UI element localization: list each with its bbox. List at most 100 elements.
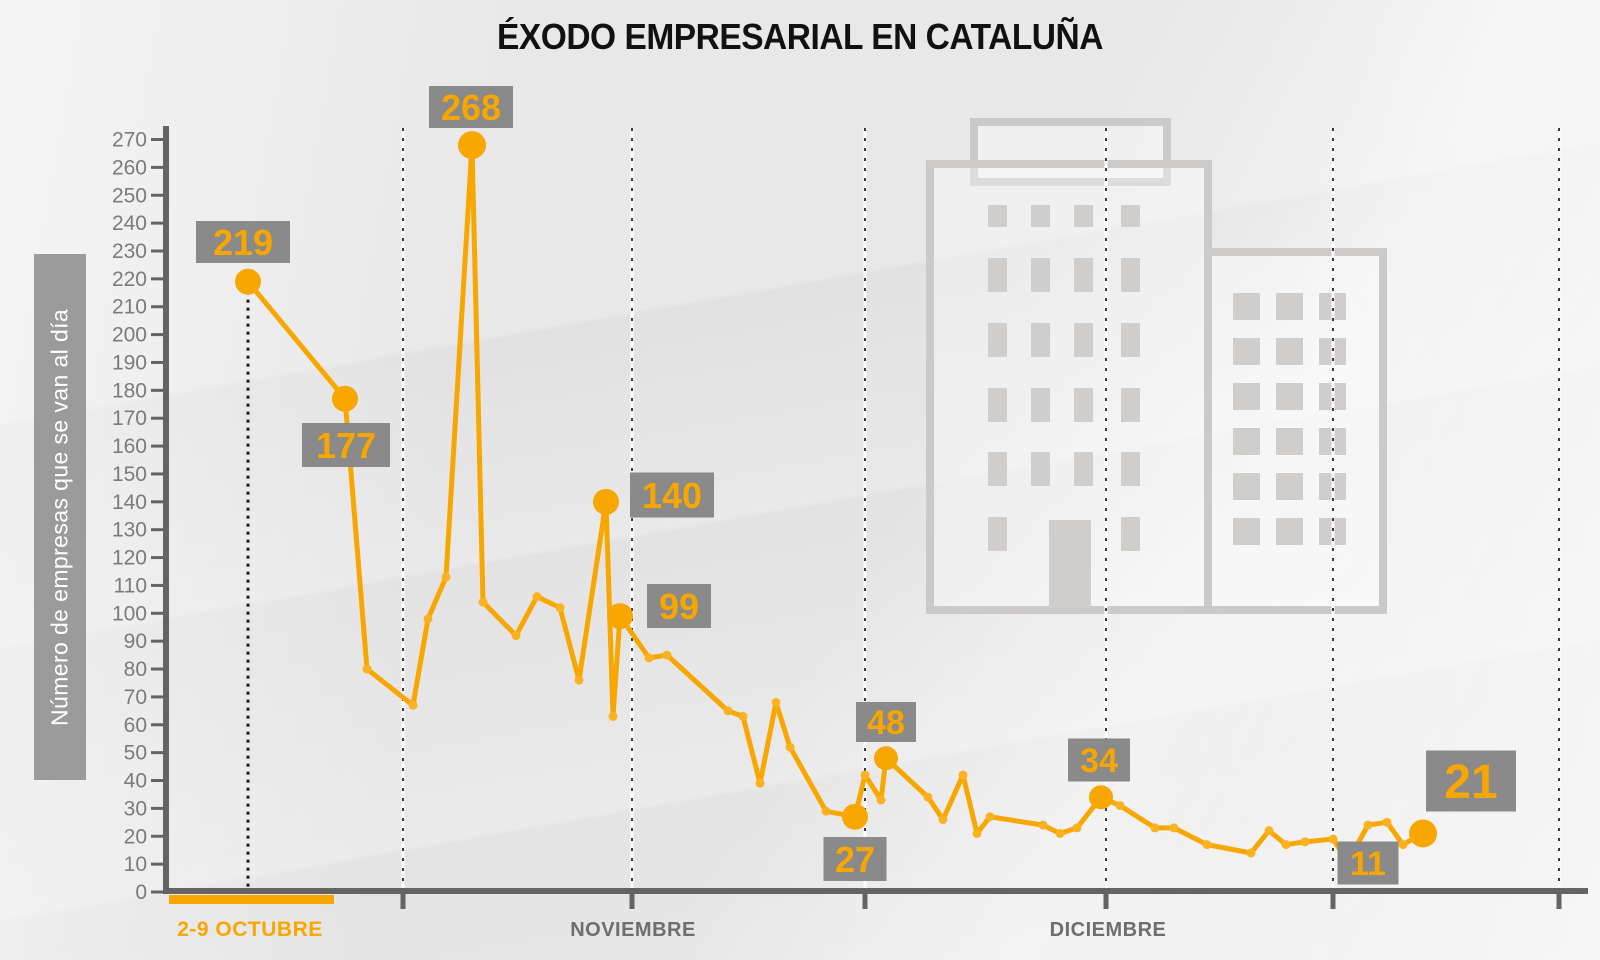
y-tick-label: 130 <box>112 519 147 542</box>
annotation-value: 27 <box>835 839 875 880</box>
y-tick-label: 270 <box>112 129 147 152</box>
data-point-marker <box>1055 828 1065 838</box>
y-tick-label: 250 <box>112 184 147 207</box>
annotation-badge <box>823 837 887 881</box>
y-tick <box>151 695 163 699</box>
annotation-value: 21 <box>1444 756 1497 809</box>
data-point-marker <box>1115 801 1125 811</box>
annotation-value: 268 <box>441 87 501 128</box>
y-tick <box>151 862 163 866</box>
data-point-marker <box>723 706 733 716</box>
data-point-marker <box>755 778 765 788</box>
x-tick <box>1103 894 1109 909</box>
y-tick <box>151 667 163 671</box>
annotation-badge <box>1426 750 1516 812</box>
data-point-marker <box>923 792 933 802</box>
annotated-point-dot <box>1409 819 1437 848</box>
y-tick <box>151 723 163 727</box>
data-point-marker <box>478 597 488 607</box>
y-tick-label: 220 <box>112 268 147 291</box>
annotated-point-dot <box>235 268 261 295</box>
data-point-marker <box>1072 823 1082 833</box>
y-axis-line <box>163 126 169 894</box>
data-point-marker <box>532 592 542 602</box>
annotated-point-dot <box>842 803 868 830</box>
annotated-point-dot <box>593 488 619 515</box>
y-tick <box>151 639 163 643</box>
y-tick <box>151 360 163 364</box>
y-tick <box>151 583 163 587</box>
annotation-badge <box>856 702 916 742</box>
annotation-value: 177 <box>316 425 376 466</box>
data-point-marker <box>1363 820 1373 830</box>
x-tick <box>400 894 406 909</box>
annotation-badge <box>429 86 513 128</box>
y-tick <box>151 138 163 142</box>
data-point-marker <box>958 770 968 780</box>
chart-title: ÉXODO EMPRESARIAL EN CATALUÑA <box>497 16 1103 57</box>
x-tick <box>862 894 868 909</box>
annotation-badge <box>302 423 390 467</box>
y-tick-label: 210 <box>112 296 147 319</box>
y-tick <box>151 416 163 420</box>
y-tick-label: 230 <box>112 240 147 263</box>
annotation-value: 48 <box>867 704 905 742</box>
y-tick <box>151 528 163 532</box>
data-point-marker <box>1038 820 1048 830</box>
data-point-marker <box>771 697 781 707</box>
y-tick-label: 40 <box>124 770 147 793</box>
data-point-marker <box>441 572 451 582</box>
y-tick <box>151 277 163 281</box>
x-axis-line <box>163 888 1588 894</box>
data-point-marker <box>1300 837 1310 847</box>
y-tick-label: 180 <box>112 379 147 402</box>
data-point-marker <box>644 653 654 663</box>
data-point-marker <box>738 711 748 721</box>
data-point-marker <box>821 806 831 816</box>
data-point-marker <box>1281 840 1291 850</box>
annotation-value: 11 <box>1350 845 1386 883</box>
x-tick <box>629 894 635 909</box>
data-point-marker <box>1328 834 1338 844</box>
y-tick <box>151 165 163 169</box>
y-tick <box>151 444 163 448</box>
annotated-point-dot <box>874 746 898 771</box>
data-point-marker <box>1202 840 1212 850</box>
data-point-marker <box>662 650 672 660</box>
y-tick-label: 140 <box>112 491 147 514</box>
y-tick <box>151 221 163 225</box>
annotation-badge <box>1068 738 1130 782</box>
data-point-marker <box>555 603 565 613</box>
data-point-marker <box>408 700 418 710</box>
y-tick-label: 100 <box>112 602 147 625</box>
data-point-marker <box>1398 840 1408 850</box>
y-tick-label: 70 <box>124 686 147 709</box>
y-tick-label: 170 <box>112 407 147 430</box>
y-tick <box>151 751 163 755</box>
annotation-badge <box>1337 841 1399 885</box>
y-tick <box>151 305 163 309</box>
annotated-point-dot <box>458 131 486 160</box>
y-tick-label: 120 <box>112 547 147 570</box>
data-point-marker <box>608 711 618 721</box>
x-axis-label-2-9-octubre: 2-9 OCTUBRE <box>177 918 323 941</box>
y-tick <box>151 249 163 253</box>
data-point-marker <box>972 828 982 838</box>
x-tick <box>1556 894 1562 909</box>
data-point-marker <box>938 815 948 825</box>
data-point-marker <box>785 742 795 752</box>
annotated-point-dot <box>607 603 633 630</box>
y-tick <box>151 834 163 838</box>
y-tick-label: 200 <box>112 324 147 347</box>
y-tick-label: 90 <box>124 630 147 653</box>
annotated-point-dot <box>1089 785 1113 810</box>
y-tick <box>151 890 163 894</box>
y-tick <box>151 193 163 197</box>
y-tick-label: 110 <box>114 574 147 597</box>
x-axis-label-diciembre: DICIEMBRE <box>1050 919 1167 941</box>
data-point-marker <box>423 614 433 624</box>
data-point-marker <box>1264 826 1274 836</box>
data-point-marker <box>985 812 995 822</box>
